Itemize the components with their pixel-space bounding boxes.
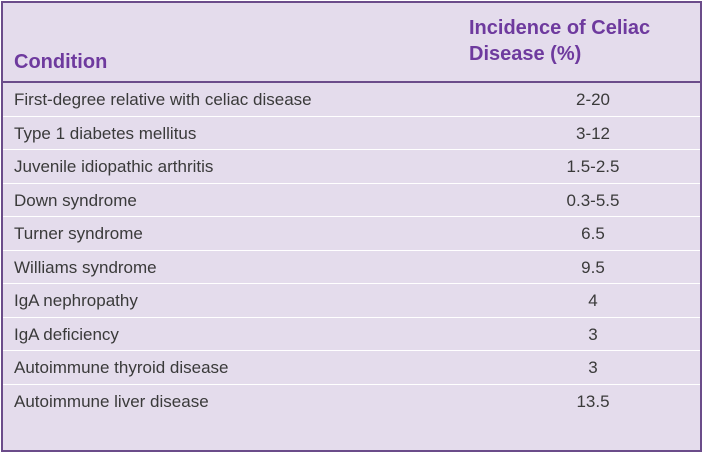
table-row: Turner syndrome 6.5 [3, 217, 700, 251]
table-row: Williams syndrome 9.5 [3, 251, 700, 284]
incidence-cell: 0.3-5.5 [566, 190, 620, 210]
table-body: First-degree relative with celiac diseas… [3, 83, 700, 418]
condition-cell: Type 1 diabetes mellitus [14, 123, 197, 143]
incidence-cell: 1.5-2.5 [566, 157, 620, 176]
incidence-cell: 3 [588, 358, 598, 377]
table-row: Down syndrome 0.3-5.5 [3, 184, 700, 217]
condition-cell: Juvenile idiopathic arthritis [14, 157, 214, 176]
condition-cell: Autoimmune liver disease [14, 391, 209, 411]
condition-cell: Down syndrome [14, 190, 137, 210]
incidence-cell: 2-20 [575, 90, 611, 109]
column-header-condition: Condition [14, 51, 108, 73]
table-row: Juvenile idiopathic arthritis 1.5-2.5 [3, 150, 700, 184]
incidence-cell: 3 [588, 324, 598, 344]
condition-cell: Turner syndrome [14, 224, 143, 243]
condition-cell: IgA nephropathy [14, 291, 138, 310]
condition-cell: Autoimmune thyroid disease [14, 358, 229, 377]
table-row: Type 1 diabetes mellitus 3-12 [3, 117, 700, 150]
header-divider [3, 81, 700, 83]
condition-cell: Williams syndrome [14, 257, 157, 277]
table-row: First-degree relative with celiac diseas… [3, 83, 700, 117]
incidence-cell: 3-12 [575, 123, 611, 143]
incidence-cell: 6.5 [581, 224, 605, 243]
table-row: IgA deficiency 3 [3, 318, 700, 351]
incidence-cell: 13.5 [576, 391, 610, 411]
table-row: Autoimmune thyroid disease 3 [3, 351, 700, 385]
table-row: IgA nephropathy 4 [3, 284, 700, 318]
incidence-cell: 4 [588, 291, 598, 310]
column-header-incidence: Incidence of Celiac Disease (%) [469, 17, 651, 65]
table-row: Autoimmune liver disease 13.5 [3, 385, 700, 419]
incidence-cell: 9.5 [581, 257, 605, 277]
condition-cell: IgA deficiency [14, 324, 119, 344]
condition-cell: First-degree relative with celiac diseas… [14, 90, 312, 109]
table-header: Condition Incidence of Celiac Disease (%… [3, 3, 700, 83]
